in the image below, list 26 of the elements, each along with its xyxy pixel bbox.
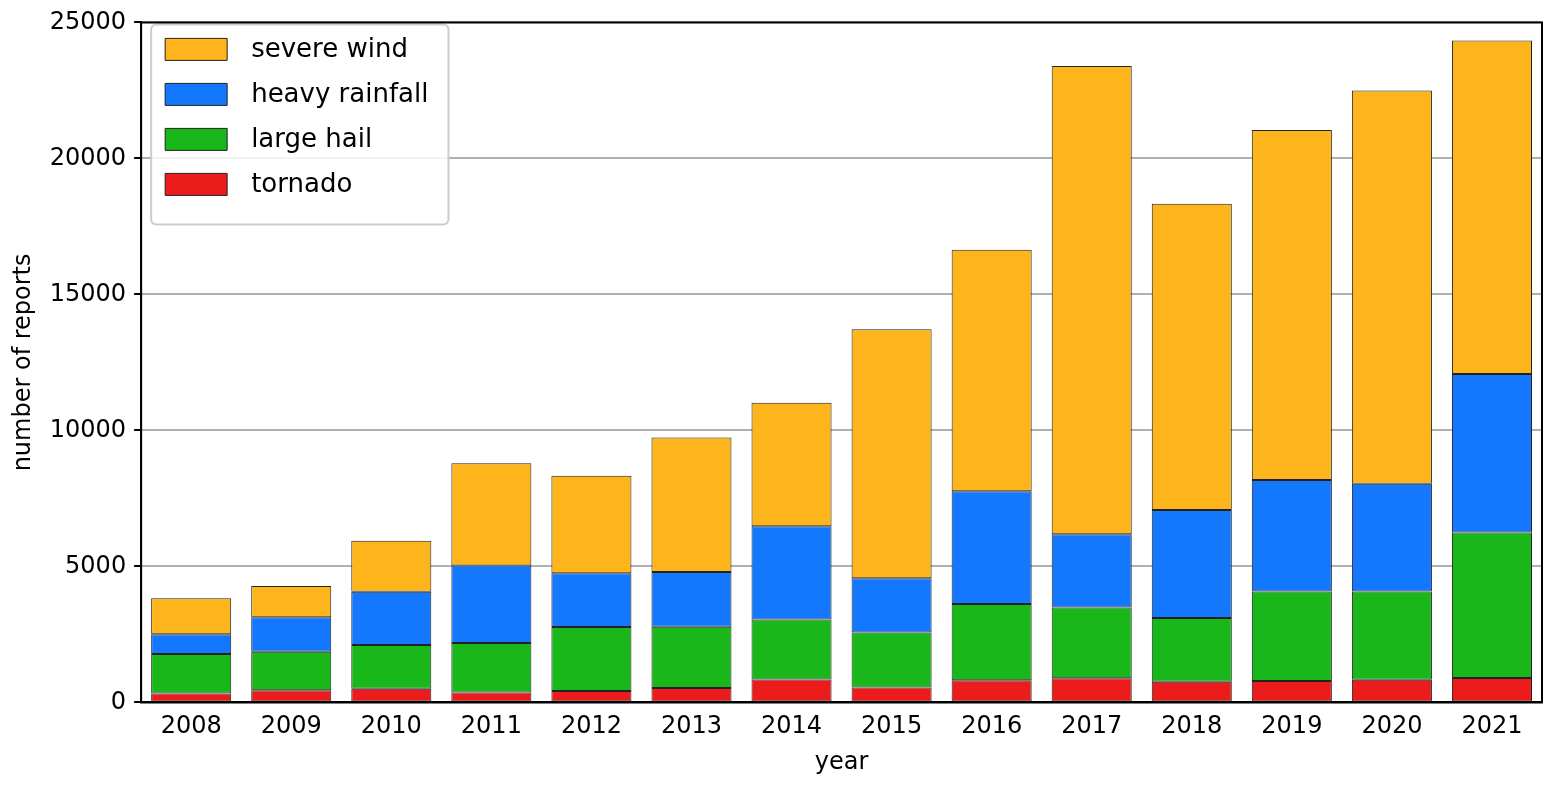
y-axis-title: number of reports [7,253,36,472]
x-tick-label: 2021 [1461,711,1523,740]
y-tick-label: 0 [110,686,127,715]
x-tick-label: 2019 [1261,711,1323,740]
y-tick-label: 15000 [49,278,127,307]
x-tick-label: 2010 [360,711,422,740]
legend-label: tornado [251,168,353,199]
y-tick-label: 5000 [65,550,127,579]
x-tick-label: 2016 [961,711,1023,740]
y-tick-label: 10000 [49,414,127,443]
x-tick-label: 2012 [560,711,622,740]
x-axis-title: year [814,746,869,775]
x-tick-label: 2020 [1361,711,1423,740]
y-tick-label: 20000 [49,142,127,171]
y-tick-label: 25000 [49,6,127,35]
legend-label: severe wind [251,33,408,64]
x-tick-label: 2011 [460,711,522,740]
x-tick-label: 2018 [1161,711,1223,740]
x-tick-label: 2009 [260,711,322,740]
x-tick-label: 2008 [160,711,222,740]
legend-label: large hail [251,123,373,154]
x-tick-label: 2014 [761,711,823,740]
x-tick-label: 2017 [1061,711,1123,740]
legend-label: heavy rainfall [251,78,429,109]
x-tick-label: 2015 [861,711,923,740]
x-tick-label: 2013 [660,711,723,740]
